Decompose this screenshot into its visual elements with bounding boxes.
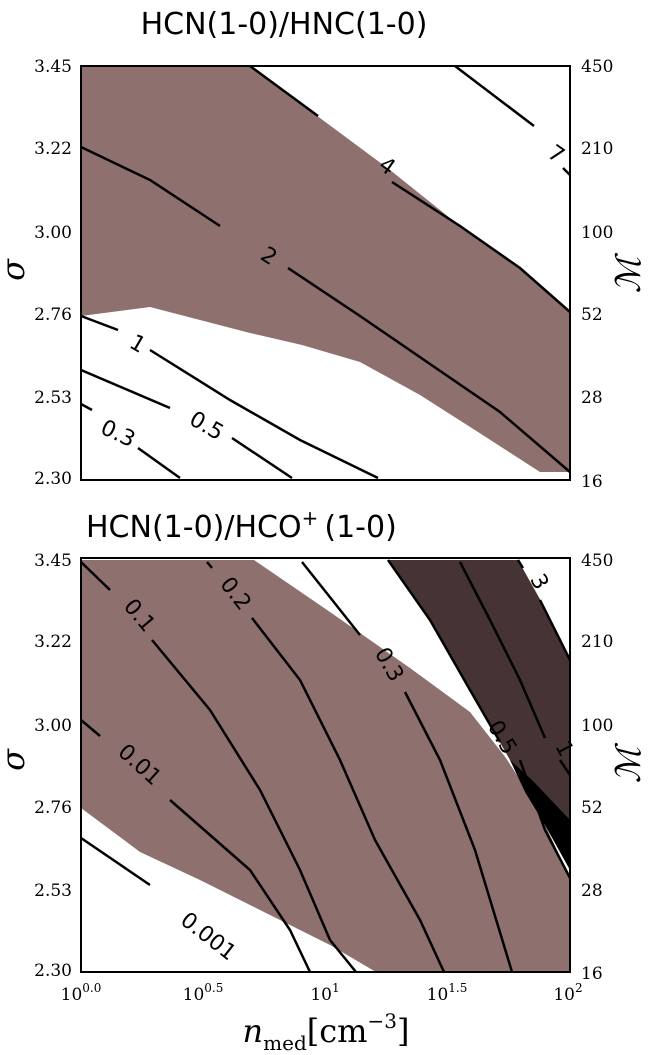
top-contour-label: 7 [543, 140, 569, 169]
bottom-light-region [81, 560, 570, 972]
bottom-ytick-label: 3.22 [34, 632, 72, 652]
top-chart-title: HCN(1-0)/HNC(1-0) [141, 7, 428, 42]
bottom-contour-line [251, 617, 446, 973]
bottom-plot-area: 0.1 0.2 0.3 0.5 3 1 0.01 0.001 [80, 559, 578, 973]
bottom-contour-line [301, 561, 361, 636]
top-contour-line [562, 167, 571, 176]
top-contour-label: 0.5 [185, 407, 228, 446]
bottom-y2tick-label: 100 [581, 716, 613, 736]
top-shaded-region [81, 66, 570, 472]
bottom-contour-line [169, 799, 312, 973]
bottom-contour-line [516, 559, 525, 569]
top-contour-line [287, 266, 571, 473]
bottom-contour-line [558, 759, 572, 776]
top-ylabel: σ [0, 258, 32, 281]
bottom-ytick-label: 2.53 [34, 881, 72, 901]
xtick-label: 102 [553, 981, 582, 1005]
bottom-ytick-label: 2.30 [34, 961, 72, 981]
bottom-contour-line [518, 759, 572, 879]
top-contour-label: 0.3 [97, 415, 139, 452]
bottom-y2tick-label: 28 [581, 881, 603, 901]
top-contour-line [149, 348, 379, 480]
bottom-left-yticks: 3.45 3.22 3.00 2.76 2.53 2.30 [34, 551, 72, 981]
top-ytick-label: 3.45 [34, 57, 72, 77]
bottom-y2label: ℳ [609, 742, 649, 783]
bottom-ytick-label: 3.45 [34, 551, 72, 571]
top-contour-line [80, 145, 221, 228]
bottom-y2tick-label: 210 [581, 632, 613, 652]
bottom-xticks: 100.0 100.5 101 101.5 102 [61, 981, 583, 1005]
bottom-ylabel: σ [0, 748, 32, 771]
top-contour-label: 1 [125, 330, 150, 359]
top-y2tick-label: 28 [581, 388, 603, 408]
top-plot-frame [80, 65, 571, 481]
top-y2label: ℳ [609, 252, 649, 293]
bottom-contour-line [206, 561, 213, 569]
bottom-contour-line [80, 719, 101, 737]
bottom-plot-frame [80, 557, 571, 973]
bottom-contour-line [458, 561, 547, 739]
bottom-y2tick-label: 52 [581, 798, 603, 818]
top-ytick-label: 3.22 [34, 139, 72, 159]
xtick-label: 100.5 [183, 981, 224, 1005]
top-ytick-label: 2.76 [34, 305, 72, 325]
bottom-contour-line [80, 561, 111, 591]
bottom-right-yticks: 450 210 100 52 28 16 [581, 551, 613, 984]
top-y2tick-label: 210 [581, 139, 613, 159]
top-y2tick-label: 450 [581, 57, 613, 77]
bottom-chart-title: HCN(1-0)/HCO+ (1-0) [86, 506, 397, 545]
top-plot-area: 4 7 2 1 0.5 0.3 [80, 64, 571, 480]
bottom-y2tick-label: 16 [581, 964, 603, 984]
top-contour-line [80, 314, 119, 332]
top-contour-line [80, 402, 93, 412]
top-ytick-label: 2.53 [34, 388, 72, 408]
bottom-contour-line [151, 639, 357, 973]
xtick-label: 101.5 [427, 981, 468, 1005]
top-y2tick-label: 52 [581, 305, 603, 325]
top-y2tick-label: 16 [581, 472, 603, 492]
top-contour-line [391, 180, 571, 313]
bottom-ytick-label: 3.00 [34, 716, 72, 736]
bottom-contour-line [80, 836, 151, 887]
bottom-y2tick-label: 450 [581, 551, 613, 571]
bottom-ytick-label: 2.76 [34, 798, 72, 818]
top-contour-line [80, 368, 171, 410]
top-ytick-label: 3.00 [34, 223, 72, 243]
top-contour-line [231, 436, 293, 480]
top-left-yticks: 3.45 3.22 3.00 2.76 2.53 2.30 [34, 57, 72, 489]
top-contour-line [249, 64, 319, 118]
xlabel: nmed[cm−3] [243, 1009, 410, 1055]
bottom-contour-line [538, 599, 572, 661]
bottom-contour-label: 0.001 [175, 908, 240, 966]
bottom-contour-line [386, 559, 502, 743]
xtick-label: 101 [310, 981, 339, 1005]
top-y2tick-label: 100 [581, 223, 613, 243]
bottom-dark-region [388, 560, 570, 870]
bottom-contour-line [403, 691, 514, 973]
top-contour-line [137, 446, 181, 480]
top-contour-line [454, 65, 535, 127]
top-ytick-label: 2.30 [34, 469, 72, 489]
top-right-yticks: 450 210 100 52 28 16 [581, 57, 613, 492]
xtick-label: 100.0 [61, 981, 102, 1005]
